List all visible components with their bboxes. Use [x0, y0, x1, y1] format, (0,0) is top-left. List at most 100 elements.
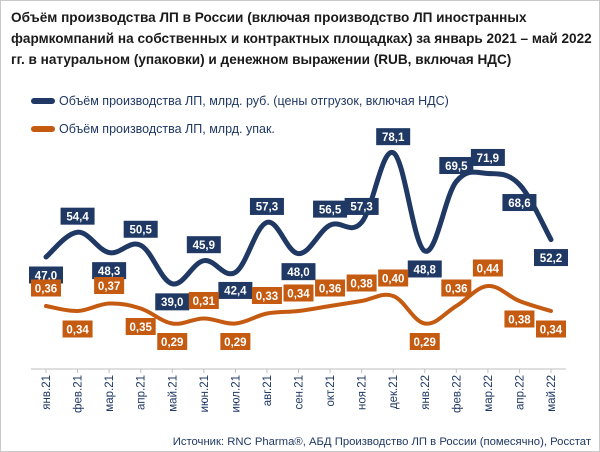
data-label-value-box [407, 260, 442, 278]
legend-swatch-units [31, 126, 55, 132]
x-tick-label: авг.21 [262, 375, 274, 406]
data-label-value-box [123, 220, 158, 238]
data-label-units: 0,34 [283, 284, 314, 302]
data-label-units-text: 0,34 [540, 324, 563, 336]
data-label-value: 56,5 [313, 200, 348, 218]
data-label-units: 0,38 [346, 274, 377, 292]
data-label-value-text: 68,6 [508, 198, 530, 210]
data-label-units-text: 0,29 [161, 337, 183, 349]
data-label-units-text: 0,29 [224, 337, 246, 349]
data-label-value-text: 57,3 [350, 202, 372, 214]
x-tick-label: фев.22 [451, 375, 463, 413]
data-label-value-box [313, 200, 348, 218]
data-label-units-box [315, 279, 346, 297]
data-label-value-text: 45,9 [193, 240, 215, 252]
data-label-value-text: 39,0 [161, 297, 183, 309]
data-label-units-box [346, 274, 377, 292]
data-label-value-box [218, 281, 253, 299]
data-label-value-text: 52,2 [540, 253, 562, 265]
x-tick-label: дек.21 [388, 375, 400, 409]
data-label-units: 0,36 [441, 279, 472, 297]
data-label-units-text: 0,40 [382, 273, 404, 285]
x-tick-label: окт.21 [325, 375, 337, 407]
data-label-value: 57,3 [249, 197, 284, 215]
legend-label-value: Объём производства ЛП, млрд. руб. (цены … [59, 94, 449, 108]
data-label-value-text: 47,0 [35, 270, 57, 282]
legend-label-units: Объём производства ЛП, млрд. упак. [59, 122, 275, 136]
data-label-value-text: 48,3 [98, 266, 120, 278]
data-label-units-text: 0,44 [477, 263, 500, 275]
x-tick-label: сен.21 [294, 375, 306, 409]
data-label-value: 47,0 [29, 266, 63, 284]
data-label-value-text: 56,5 [319, 204, 342, 216]
legend-item-value: Объём производства ЛП, млрд. руб. (цены … [31, 93, 449, 109]
series-line-value [43, 150, 554, 287]
data-label-units: 0,29 [157, 333, 188, 350]
data-label-value-text: 42,4 [224, 286, 247, 298]
data-label-value: 48,3 [92, 262, 127, 280]
data-label-value-box [155, 293, 190, 311]
data-label-units: 0,31 [188, 292, 219, 309]
data-label-units-text: 0,33 [256, 291, 278, 303]
data-label-value: 57,3 [344, 197, 379, 215]
data-label-value-box [281, 263, 316, 281]
data-label-units: 0,36 [315, 279, 346, 297]
data-label-value-box [60, 207, 95, 225]
x-tick-label: июл.21 [230, 375, 242, 413]
data-label-units-box [472, 259, 503, 277]
data-label-units-text: 0,36 [319, 283, 341, 295]
data-label-value: 48,0 [281, 263, 316, 281]
data-label-units: 0,29 [409, 333, 440, 350]
data-label-value-text: 69,5 [445, 161, 468, 173]
data-label-value-text: 54,4 [66, 211, 89, 223]
data-label-units: 0,34 [536, 320, 566, 338]
data-label-value: 71,9 [470, 148, 505, 166]
x-tick-label: апр.21 [136, 375, 148, 410]
x-tick-label: апр.22 [514, 375, 526, 410]
data-label-units: 0,40 [378, 269, 409, 287]
x-tick-label: янв.22 [420, 375, 432, 410]
data-label-units: 0,33 [251, 287, 282, 304]
x-tick-label: июн.21 [199, 375, 211, 412]
data-label-value-box [376, 128, 411, 146]
data-label-units-box [188, 292, 219, 309]
data-label-value-text: 57,3 [256, 202, 278, 214]
data-label-units: 0,36 [31, 279, 61, 297]
data-label-value-box [470, 148, 505, 166]
data-label-value: 50,5 [123, 220, 158, 238]
data-label-value: 78,1 [376, 128, 411, 146]
data-label-value: 54,4 [60, 207, 95, 225]
data-label-value-box [92, 262, 127, 280]
data-label-value: 52,2 [534, 249, 568, 267]
data-label-units-box [536, 320, 566, 338]
data-label-value-box [534, 249, 568, 267]
source-note: Источник: RNC Pharma®, АБД Производство … [172, 436, 591, 448]
data-label-units-text: 0,29 [414, 337, 436, 349]
x-tick-label: фев.21 [73, 375, 85, 413]
data-label-units-text: 0,37 [98, 281, 120, 293]
data-label-units-text: 0,31 [193, 296, 216, 308]
series-line-units [44, 283, 553, 326]
data-label-value-text: 71,9 [477, 153, 499, 165]
data-label-units: 0,34 [62, 320, 93, 338]
data-label-value-text: 48,0 [287, 267, 309, 279]
data-label-value-box [502, 194, 537, 212]
data-label-units-box [220, 333, 251, 350]
x-tick-label: май.22 [546, 375, 558, 412]
data-label-units: 0,29 [220, 333, 251, 350]
data-label-units: 0,44 [472, 259, 503, 277]
data-label-units-box [94, 277, 125, 294]
legend-swatch-value [31, 98, 55, 104]
data-label-value-text: 50,5 [129, 225, 152, 237]
data-label-units-box [409, 333, 440, 350]
data-label-units-text: 0,34 [287, 288, 310, 300]
data-label-units-box [251, 287, 282, 304]
data-label-units-box [31, 279, 61, 297]
x-tick-label: май.21 [167, 375, 179, 412]
data-label-value: 39,0 [155, 293, 190, 311]
data-label-value: 45,9 [186, 236, 221, 254]
data-label-units-text: 0,36 [445, 283, 467, 295]
data-label-units: 0,38 [504, 310, 535, 328]
x-tick-label: мар.22 [483, 375, 495, 412]
